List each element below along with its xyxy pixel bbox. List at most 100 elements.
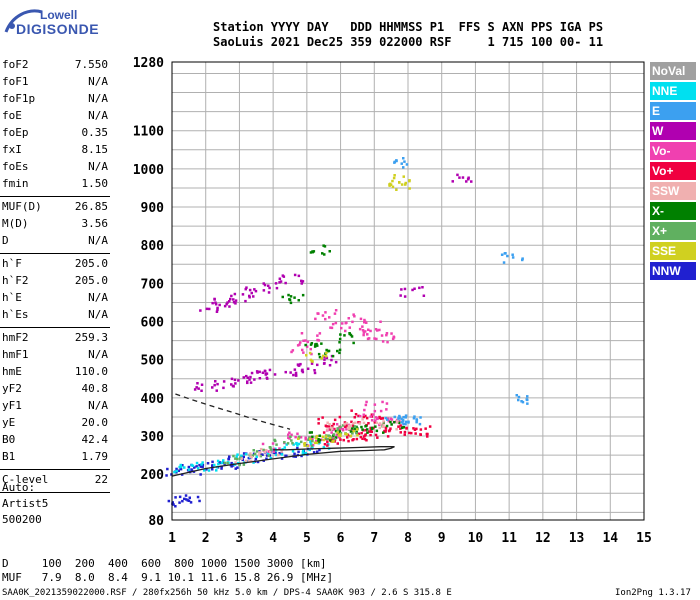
param-label: MUF(D) <box>2 200 42 213</box>
echo-point <box>283 446 286 449</box>
param-row: foEp 0.35 <box>2 126 108 140</box>
echo-point <box>338 348 342 352</box>
echo-point <box>200 464 203 468</box>
echo-point <box>521 400 525 404</box>
param-label: fxI <box>2 143 22 156</box>
echo-point <box>222 386 225 390</box>
echo-point <box>410 431 413 435</box>
echo-point <box>244 452 248 456</box>
echo-point <box>311 446 314 449</box>
plot-grid <box>171 62 645 520</box>
y-tick-label: 200 <box>141 468 165 483</box>
echo-point <box>379 417 383 420</box>
echo-point <box>275 453 278 457</box>
echo-point <box>214 301 217 304</box>
echo-point <box>317 438 320 441</box>
logo-lowell-text: Lowell <box>40 8 78 22</box>
param-value: N/A <box>88 234 108 247</box>
autoscale-label: Auto: <box>2 481 36 494</box>
echo-point <box>367 337 371 340</box>
echo-point <box>233 378 237 382</box>
param-row: h`F 205.0 <box>2 257 108 271</box>
echo-point <box>272 447 276 451</box>
echo-point <box>263 283 267 287</box>
echo-point <box>373 403 377 406</box>
echo-point <box>397 416 400 420</box>
echo-point <box>521 258 524 262</box>
echo-point <box>300 282 303 285</box>
echo-point <box>310 342 314 345</box>
echo-point <box>174 496 177 499</box>
echo-point <box>359 435 363 439</box>
echo-point <box>350 409 353 412</box>
echo-point <box>419 428 423 431</box>
echo-point <box>217 462 220 466</box>
y-tick-label: 1000 <box>133 163 164 178</box>
echo-point <box>257 451 261 454</box>
y-tick-label: 300 <box>141 430 165 445</box>
param-row: MUF(D) 26.85 <box>2 200 108 214</box>
echo-point <box>294 455 297 458</box>
param-label: foF2 <box>2 58 29 71</box>
echo-point <box>180 473 184 476</box>
param-label: fmin <box>2 177 29 190</box>
echo-point <box>317 422 320 425</box>
echo-point <box>234 457 237 460</box>
echo-point <box>196 495 200 499</box>
echo-point <box>229 297 232 301</box>
echo-point <box>386 340 389 344</box>
echo-point <box>370 430 373 433</box>
echo-point <box>379 320 382 323</box>
echo-point <box>299 436 303 439</box>
legend-item: W <box>650 122 696 140</box>
echo-point <box>181 499 184 503</box>
echo-point <box>291 450 295 453</box>
echo-point <box>257 453 261 457</box>
echo-point <box>330 427 334 431</box>
echo-point <box>393 420 396 424</box>
echo-point <box>267 450 271 453</box>
echo-point <box>396 419 399 423</box>
param-group-divider <box>0 253 110 254</box>
echo-point <box>364 425 367 428</box>
param-label: foF1p <box>2 92 36 105</box>
echo-point <box>426 435 429 438</box>
echo-point <box>205 468 208 471</box>
echo-point <box>320 342 323 345</box>
echo-point <box>294 373 298 377</box>
x-tick-label: 8 <box>404 531 412 546</box>
echo-point <box>324 311 327 314</box>
echo-point <box>465 180 468 183</box>
echo-point <box>175 467 178 471</box>
echo-point <box>238 463 241 467</box>
echo-point <box>256 460 260 464</box>
echo-point <box>282 275 286 278</box>
echo-point <box>341 322 344 325</box>
echo-point <box>223 461 227 465</box>
echo-point <box>402 426 406 429</box>
echo-point <box>248 294 251 298</box>
plot-axes: 1 2 3 4 5 6 7 8 9 10 11 12 13 14 158020030040050060070… <box>133 56 652 546</box>
echo-point <box>383 429 386 433</box>
echo-point <box>328 436 332 440</box>
echo-point <box>374 328 378 331</box>
echo-point <box>451 180 454 183</box>
echo-point <box>456 173 459 177</box>
echo-point <box>317 339 321 342</box>
echo-point <box>368 430 371 433</box>
echo-point <box>322 438 325 442</box>
echo-point <box>404 420 408 424</box>
echo-point <box>321 416 324 419</box>
echo-point <box>300 454 303 458</box>
echo-point <box>245 374 248 378</box>
echo-point <box>344 321 347 325</box>
echo-point <box>285 443 288 446</box>
param-label: hmF2 <box>2 331 29 344</box>
echo-point <box>248 296 251 299</box>
param-value: 20.0 <box>81 416 109 429</box>
echo-point <box>183 466 186 469</box>
echo-point <box>225 303 228 306</box>
echo-point <box>336 428 339 432</box>
echo-point <box>216 308 219 312</box>
